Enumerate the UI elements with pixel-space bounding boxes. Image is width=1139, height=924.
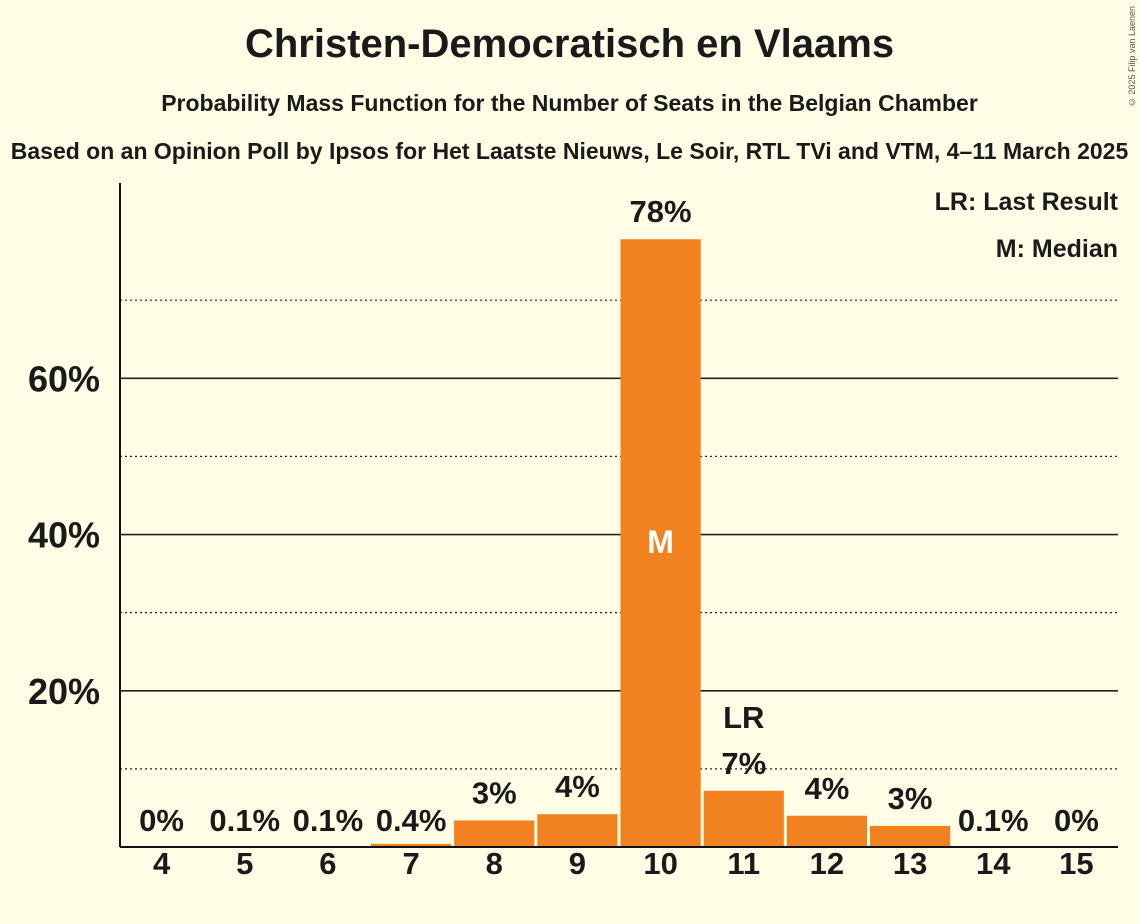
bars [204,239,1034,848]
data-label-4: 0% [139,803,184,838]
bar-8 [454,820,535,847]
bar-7 [371,843,452,847]
x-tick-label-12: 12 [810,846,844,881]
data-label-6: 0.1% [293,803,364,838]
y-tick-label-60: 60% [28,358,100,399]
bar-10 [620,239,701,848]
data-label-11: 7% [721,746,766,781]
x-tick-label-15: 15 [1059,846,1093,881]
data-label-14: 0.1% [958,803,1029,838]
x-tick-label-5: 5 [236,846,253,881]
x-tick-label-10: 10 [643,846,677,881]
data-label-8: 3% [472,775,517,810]
x-tick-label-8: 8 [486,846,503,881]
data-label-9: 4% [555,769,600,804]
y-axis-ticks: 20% 40% 60% [28,358,100,711]
x-tick-label-13: 13 [893,846,927,881]
median-marker: M [647,524,674,560]
x-tick-label-9: 9 [569,846,586,881]
data-label-15: 0% [1054,803,1099,838]
gridlines [120,299,1118,770]
x-tick-label-14: 14 [976,846,1011,881]
y-tick-label-20: 20% [28,671,100,712]
data-label-13: 3% [888,781,933,816]
last-result-marker: LR [723,700,764,735]
chart-title: Christen-Democratisch en Vlaams [244,22,895,66]
bar-12 [786,815,867,847]
x-tick-label-7: 7 [402,846,419,881]
chart-source: Based on an Opinion Poll by Ipsos for He… [10,138,1129,164]
bar-9 [537,814,618,847]
data-label-7: 0.4% [376,803,447,838]
bar-13 [870,825,951,847]
x-tick-label-4: 4 [153,846,171,881]
chart-subtitle: Probability Mass Function for the Number… [161,90,978,116]
x-axis-ticks: 4 5 6 7 8 9 10 11 12 13 14 15 [153,846,1094,881]
y-tick-label-40: 40% [28,515,100,556]
data-label-5: 0.1% [209,803,280,838]
data-label-10: 78% [630,194,692,229]
data-labels: 0% 0.1% 0.1% 0.4% 3% 4% 78% M 7% LR 4% 3% 0.1% 0% [139,194,1099,838]
legend-median: M: Median [996,235,1118,263]
bar-11 [703,790,784,847]
x-tick-label-11: 11 [727,846,760,881]
legend-last-result: LR: Last Result [935,188,1119,216]
x-tick-label-6: 6 [319,846,336,881]
data-label-12: 4% [805,771,850,806]
